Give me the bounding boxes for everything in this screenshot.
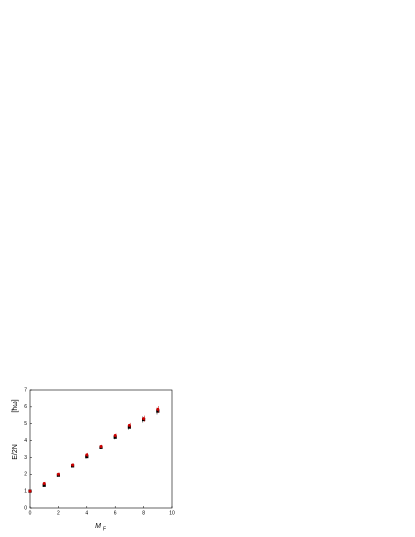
point <box>127 423 131 427</box>
point <box>142 417 146 421</box>
point <box>113 434 117 438</box>
y-tick-label: 7 <box>24 387 27 393</box>
y-tick-label: 1 <box>24 488 27 494</box>
point <box>99 444 103 448</box>
point <box>71 463 75 467</box>
y-tick-label: 2 <box>24 472 27 478</box>
y-tick-label: 5 <box>24 421 27 427</box>
x-tick-label: 2 <box>57 510 60 516</box>
point <box>42 483 46 487</box>
y-tick-label: 4 <box>24 438 27 444</box>
point <box>127 425 131 429</box>
point <box>85 454 89 459</box>
y-tick-label: 6 <box>24 404 27 410</box>
y-label: E/2N <box>12 444 19 460</box>
point <box>156 409 160 413</box>
point <box>56 472 60 476</box>
x-label: M <box>95 523 101 530</box>
y-tick-label: 3 <box>24 455 27 461</box>
point <box>85 453 89 457</box>
plot-frame <box>29 389 173 509</box>
point <box>156 407 160 411</box>
point <box>28 489 32 493</box>
y-tick-label: 0 <box>24 505 27 511</box>
x-tick-label: 10 <box>169 510 175 516</box>
y-unit: [ħω] <box>12 399 19 412</box>
x-tick-label: 8 <box>142 510 145 516</box>
point <box>42 482 46 486</box>
point <box>113 435 117 439</box>
x-tick-label: 4 <box>85 510 88 516</box>
x-tick-label: 6 <box>114 510 117 516</box>
x-tick-label: 0 <box>29 510 32 516</box>
x-label-sub: F <box>103 526 106 532</box>
